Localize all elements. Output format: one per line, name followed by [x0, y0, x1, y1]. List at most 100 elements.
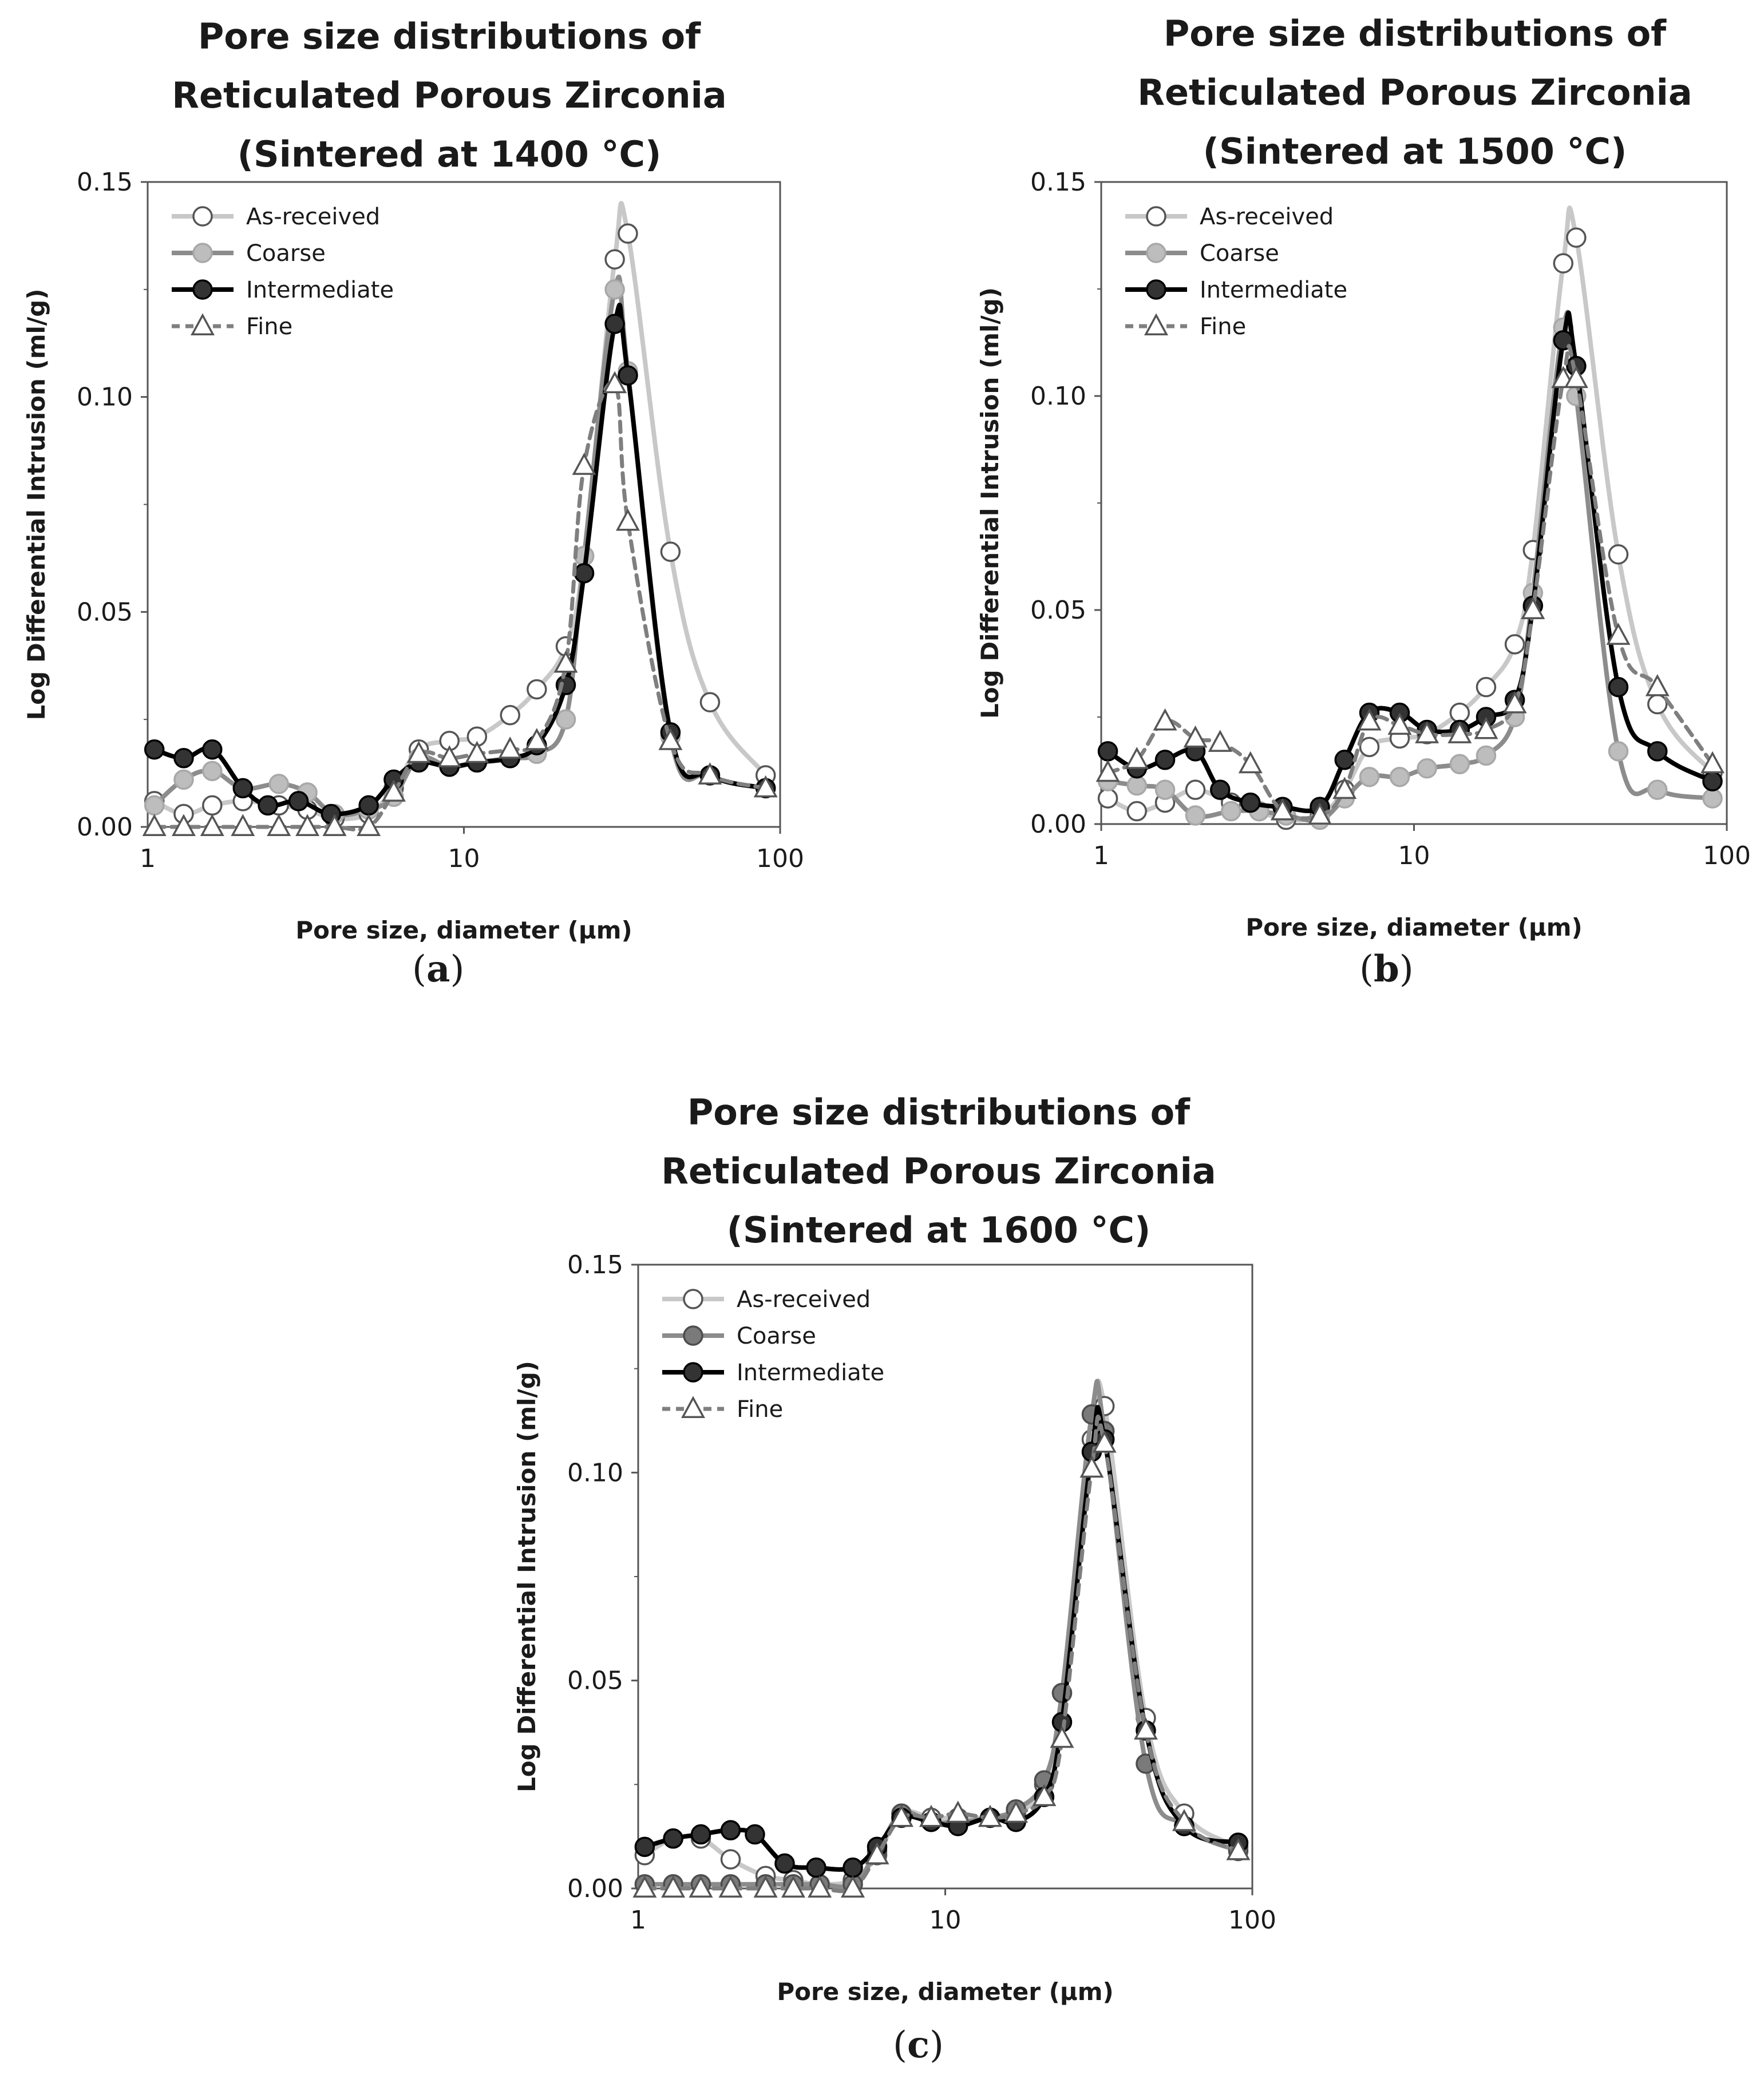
x-axis-label: Pore size, diameter (µm) — [777, 1978, 1113, 2006]
data-point — [753, 1875, 778, 1898]
data-point — [1476, 676, 1497, 698]
chart-a: Pore size distributions of Reticulated Po… — [22, 15, 804, 991]
data-point — [527, 679, 547, 700]
chart-title-line: Pore size distributions of — [198, 15, 701, 57]
chart-title-line: (Sintered at 1500 °C) — [1203, 130, 1627, 172]
data-point — [1357, 708, 1382, 731]
series-fine — [142, 371, 778, 836]
data-point — [604, 279, 625, 300]
y-tick-label: 0.05 — [567, 1666, 623, 1696]
x-tick-label: 100 — [1228, 1906, 1276, 1935]
legend-label: Fine — [737, 1396, 783, 1423]
data-point — [1504, 634, 1525, 655]
y-tick-label: 0.10 — [1030, 382, 1086, 411]
data-point — [1608, 676, 1629, 698]
legend-label: Intermediate — [246, 277, 394, 303]
data-point — [1700, 751, 1725, 774]
data-point — [1097, 741, 1118, 762]
chart-title-line: (Sintered at 1600 °C) — [727, 1209, 1151, 1251]
legend-marker — [683, 1325, 703, 1346]
chart-title-line: (Sintered at 1400 °C) — [238, 133, 662, 175]
data-point — [604, 314, 625, 334]
data-point — [268, 774, 290, 794]
data-point — [1154, 750, 1176, 770]
data-point — [173, 748, 194, 769]
data-point — [661, 1875, 686, 1898]
legend: As-received Coarse Intermediate Fine — [172, 204, 394, 340]
data-point — [144, 739, 165, 760]
data-point — [806, 1857, 826, 1878]
data-point — [781, 1875, 806, 1898]
data-point — [660, 541, 681, 562]
data-point — [572, 453, 596, 475]
legend-label: Fine — [246, 314, 292, 340]
data-point — [1172, 1809, 1196, 1831]
data-point — [889, 1804, 913, 1827]
legend-label: Coarse — [246, 240, 326, 267]
data-point — [1097, 788, 1118, 809]
y-tick-label: 0.00 — [567, 1874, 623, 1903]
data-point — [144, 795, 165, 816]
data-point — [406, 740, 431, 763]
legend-label: Intermediate — [1200, 277, 1347, 303]
data-point — [288, 791, 309, 811]
legend-marker — [683, 1362, 703, 1383]
y-tick-label: 0.10 — [77, 383, 133, 412]
data-point — [1079, 1455, 1104, 1478]
series-fine — [632, 1414, 1251, 1898]
data-point — [1606, 623, 1631, 645]
data-point — [720, 1820, 741, 1841]
x-axis-label: Pore size, diameter (µm) — [1245, 913, 1582, 941]
panel-caption: (c) — [893, 2023, 944, 2066]
legend-marker — [1144, 313, 1168, 335]
data-point — [1645, 674, 1670, 696]
data-point — [202, 761, 223, 782]
data-point — [1449, 702, 1470, 723]
chart-title-line: Reticulated Porous Zirconia — [661, 1150, 1216, 1192]
data-point — [720, 1849, 741, 1870]
data-point — [618, 365, 638, 386]
data-point — [1389, 766, 1410, 787]
data-point — [1359, 766, 1380, 787]
plot-area — [637, 1264, 1253, 1890]
data-point — [555, 709, 576, 730]
legend-marker — [192, 243, 213, 263]
data-point — [1270, 798, 1295, 821]
legend-marker — [683, 1289, 703, 1309]
data-point — [699, 692, 721, 712]
y-tick-label: 0.00 — [77, 813, 133, 842]
data-point — [1126, 801, 1148, 822]
data-point — [202, 739, 223, 760]
data-point — [500, 704, 520, 726]
y-tick-label: 0.05 — [77, 597, 133, 627]
legend-marker — [1146, 279, 1166, 300]
x-tick-label: 10 — [930, 1906, 962, 1935]
x-tick-label: 1 — [630, 1906, 646, 1935]
y-axis-label: Log Differential Intrusion (ml/g) — [976, 287, 1004, 719]
data-point — [1032, 1784, 1057, 1807]
legend-marker — [192, 279, 213, 300]
data-point — [142, 814, 167, 836]
data-point — [1095, 759, 1120, 782]
data-point — [1415, 721, 1439, 743]
data-point — [1564, 366, 1588, 389]
data-point — [1474, 716, 1498, 739]
x-tick-label: 10 — [1398, 841, 1430, 870]
data-point — [1553, 253, 1573, 274]
data-point — [603, 371, 627, 394]
data-point — [295, 814, 320, 836]
data-point — [1126, 775, 1148, 796]
data-point — [1502, 691, 1527, 714]
plot-area — [1100, 181, 1728, 825]
chart-title-line: Reticulated Porous Zirconia — [1137, 72, 1692, 113]
data-point — [1417, 758, 1437, 779]
data-point — [381, 779, 406, 802]
y-tick-label: 0.15 — [77, 168, 133, 197]
data-point — [267, 814, 291, 836]
y-tick-label: 0.00 — [1030, 810, 1086, 839]
legend-label: Intermediate — [737, 1360, 884, 1386]
data-point — [232, 778, 254, 799]
data-point — [690, 1824, 711, 1845]
data-point — [173, 769, 194, 790]
panel-caption-letter: c — [907, 2023, 930, 2066]
